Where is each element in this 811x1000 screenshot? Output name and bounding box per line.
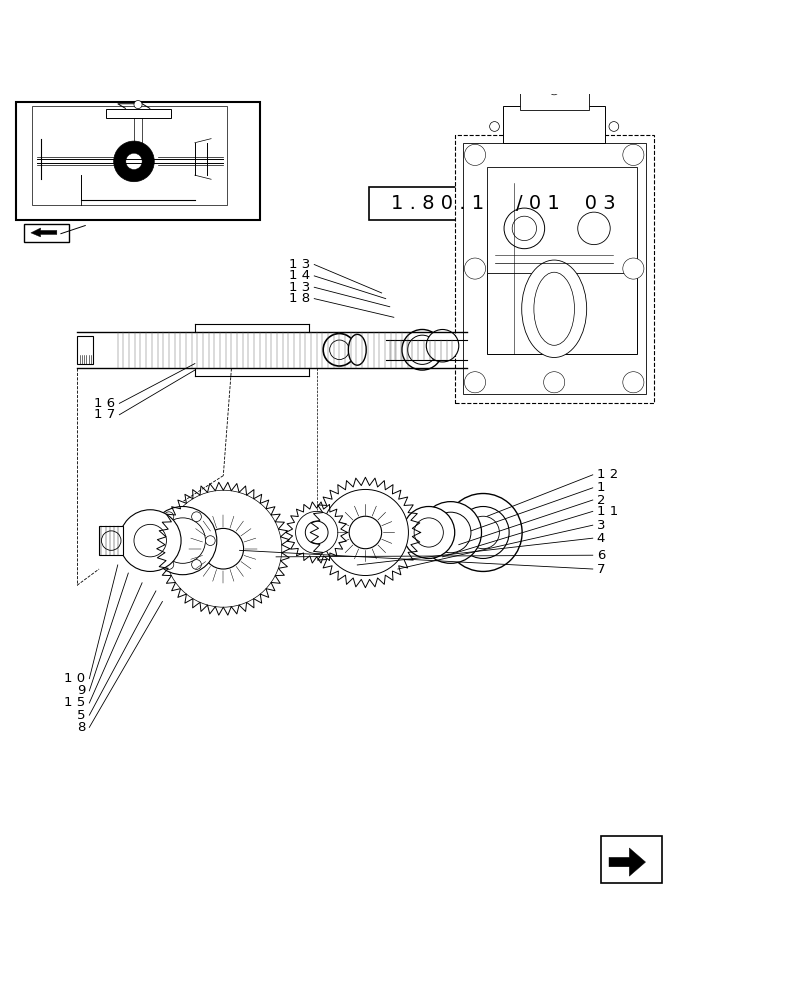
Bar xyxy=(519,86,588,110)
Text: 1 7: 1 7 xyxy=(94,408,115,421)
Bar xyxy=(600,836,661,883)
Circle shape xyxy=(349,516,381,549)
Text: 2: 2 xyxy=(596,493,604,506)
Circle shape xyxy=(626,376,639,389)
Circle shape xyxy=(543,372,564,393)
Circle shape xyxy=(608,122,618,131)
Text: 7: 7 xyxy=(596,563,604,576)
Bar xyxy=(454,135,653,403)
Text: 1 8: 1 8 xyxy=(289,292,310,305)
Circle shape xyxy=(626,262,639,275)
Bar xyxy=(99,526,123,555)
Circle shape xyxy=(150,536,160,545)
Circle shape xyxy=(114,141,154,182)
Circle shape xyxy=(203,528,243,569)
Ellipse shape xyxy=(521,260,586,357)
Circle shape xyxy=(329,340,349,360)
Circle shape xyxy=(134,100,142,109)
Circle shape xyxy=(164,512,174,522)
Text: 4: 4 xyxy=(596,532,604,545)
Circle shape xyxy=(295,511,337,554)
Text: 1 0: 1 0 xyxy=(64,672,85,685)
Text: 1 4: 1 4 xyxy=(289,269,310,282)
Circle shape xyxy=(464,144,485,165)
Text: 3: 3 xyxy=(596,519,604,532)
Circle shape xyxy=(191,560,201,569)
Circle shape xyxy=(547,376,560,389)
Circle shape xyxy=(444,494,521,571)
Polygon shape xyxy=(608,848,645,876)
Circle shape xyxy=(323,334,355,366)
Circle shape xyxy=(305,521,328,544)
Bar xyxy=(77,336,93,364)
Bar xyxy=(369,187,511,220)
Circle shape xyxy=(504,208,544,249)
Text: 1 6: 1 6 xyxy=(94,397,115,410)
Text: 1 3: 1 3 xyxy=(289,281,310,294)
Circle shape xyxy=(148,506,217,575)
Circle shape xyxy=(322,489,408,576)
Text: 1 3: 1 3 xyxy=(289,258,310,271)
Circle shape xyxy=(468,376,481,389)
Polygon shape xyxy=(31,228,57,237)
Circle shape xyxy=(468,262,481,275)
Circle shape xyxy=(191,512,201,522)
Text: 1 . 8 0 . 1: 1 . 8 0 . 1 xyxy=(391,194,483,213)
Ellipse shape xyxy=(534,272,574,345)
Text: 9: 9 xyxy=(77,684,85,697)
Text: / 0 1    0 3: / 0 1 0 3 xyxy=(515,194,615,213)
Circle shape xyxy=(626,148,639,161)
Circle shape xyxy=(119,510,181,571)
Circle shape xyxy=(430,512,470,553)
Circle shape xyxy=(401,329,442,370)
Circle shape xyxy=(457,506,508,558)
Circle shape xyxy=(160,518,205,563)
Ellipse shape xyxy=(348,334,366,365)
Circle shape xyxy=(512,216,536,241)
Circle shape xyxy=(464,372,485,393)
Circle shape xyxy=(165,490,281,607)
Bar xyxy=(462,143,645,394)
Circle shape xyxy=(549,85,558,95)
Circle shape xyxy=(414,518,443,547)
Circle shape xyxy=(205,536,215,545)
Text: 1 2: 1 2 xyxy=(596,468,617,481)
Circle shape xyxy=(126,153,142,170)
Circle shape xyxy=(101,531,121,550)
Circle shape xyxy=(402,506,454,558)
Circle shape xyxy=(466,516,499,549)
Circle shape xyxy=(426,329,458,362)
Circle shape xyxy=(164,560,174,569)
Circle shape xyxy=(464,258,485,279)
Text: 1 5: 1 5 xyxy=(64,696,85,709)
Circle shape xyxy=(622,258,643,279)
Circle shape xyxy=(489,122,499,131)
Text: 5: 5 xyxy=(77,709,85,722)
Text: 1: 1 xyxy=(596,481,604,494)
Text: 8: 8 xyxy=(77,721,85,734)
Bar xyxy=(24,224,69,242)
Bar xyxy=(487,200,637,354)
Bar xyxy=(503,106,604,143)
Circle shape xyxy=(134,524,166,557)
Bar xyxy=(487,167,637,273)
Text: 1 1: 1 1 xyxy=(596,505,617,518)
Bar xyxy=(16,102,260,220)
Circle shape xyxy=(419,502,481,563)
Circle shape xyxy=(407,335,436,364)
Circle shape xyxy=(622,372,643,393)
Circle shape xyxy=(622,144,643,165)
Circle shape xyxy=(577,212,610,245)
Text: 6: 6 xyxy=(596,549,604,562)
Circle shape xyxy=(468,148,481,161)
